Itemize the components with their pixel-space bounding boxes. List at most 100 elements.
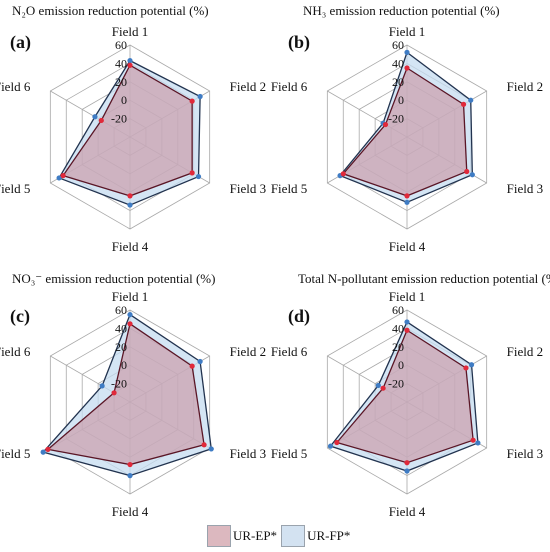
chart-title: N₂O emission reduction potential (%) bbox=[12, 3, 209, 18]
legend-item-ur-fp: UR-FP* bbox=[281, 525, 350, 547]
data-point-ur-ep bbox=[45, 446, 51, 452]
legend-swatch-ur-ep bbox=[207, 525, 231, 547]
legend-item-ur-ep: UR-EP* bbox=[207, 525, 277, 547]
data-point-ur-fp bbox=[127, 58, 133, 64]
tick-label: -20 bbox=[388, 377, 404, 391]
data-point-ur-ep bbox=[189, 98, 195, 104]
data-point-ur-ep bbox=[404, 460, 410, 466]
data-point-ur-fp bbox=[375, 382, 381, 389]
tick-label: -20 bbox=[111, 377, 127, 391]
category-label: Field 3 bbox=[230, 446, 266, 461]
data-point-ur-ep bbox=[98, 117, 104, 124]
category-label: Field 3 bbox=[507, 181, 543, 196]
category-label: Field 4 bbox=[389, 239, 426, 254]
data-point-ur-fp bbox=[404, 468, 410, 474]
tick-label: 20 bbox=[115, 75, 127, 89]
category-label: Field 5 bbox=[0, 446, 30, 461]
data-point-ur-ep bbox=[201, 442, 207, 448]
data-point-ur-ep bbox=[460, 101, 467, 107]
panel-label: (a) bbox=[10, 32, 31, 53]
category-label: Field 5 bbox=[0, 181, 30, 196]
data-point-ur-fp bbox=[404, 319, 410, 325]
category-label: Field 6 bbox=[0, 344, 31, 359]
category-label: Field 5 bbox=[271, 446, 307, 461]
category-label: Field 2 bbox=[507, 79, 543, 94]
data-point-ur-ep bbox=[127, 62, 133, 68]
data-point-ur-ep bbox=[470, 437, 476, 443]
category-label: Field 1 bbox=[389, 24, 425, 39]
panel-label: (d) bbox=[288, 306, 310, 327]
tick-label: 60 bbox=[392, 303, 404, 317]
tick-label: 40 bbox=[392, 56, 404, 70]
data-point-ur-fp bbox=[469, 172, 475, 178]
data-point-ur-ep bbox=[380, 385, 386, 391]
category-label: Field 6 bbox=[0, 79, 31, 94]
data-point-ur-fp bbox=[208, 446, 214, 452]
data-point-ur-ep bbox=[127, 321, 133, 327]
tick-label: 20 bbox=[392, 340, 404, 354]
data-point-ur-ep bbox=[404, 327, 410, 333]
chart-title: NO₃⁻ emission reduction potential (%) bbox=[12, 271, 215, 286]
category-label: Field 6 bbox=[271, 344, 308, 359]
category-label: Field 6 bbox=[271, 79, 308, 94]
category-label: Field 2 bbox=[230, 79, 266, 94]
data-point-ur-ep bbox=[189, 170, 195, 176]
category-label: Field 3 bbox=[230, 181, 266, 196]
data-point-ur-fp bbox=[468, 362, 475, 368]
data-point-ur-fp bbox=[404, 49, 410, 55]
category-label: Field 1 bbox=[112, 24, 148, 39]
chart-title: NH₃ emission reduction potential (%) bbox=[303, 3, 500, 18]
data-point-ur-ep bbox=[464, 168, 470, 175]
category-label: Field 2 bbox=[230, 344, 266, 359]
data-point-ur-ep bbox=[463, 365, 469, 371]
data-point-ur-ep bbox=[404, 65, 410, 71]
tick-label: 60 bbox=[115, 38, 127, 52]
data-point-ur-fp bbox=[404, 199, 410, 205]
data-point-ur-fp bbox=[56, 175, 62, 181]
panel-label: (c) bbox=[10, 306, 30, 327]
category-label: Field 4 bbox=[389, 504, 426, 519]
tick-label: 0 bbox=[398, 358, 404, 372]
data-point-ur-ep bbox=[340, 171, 346, 177]
legend-swatch-ur-fp bbox=[281, 525, 306, 547]
category-label: Field 1 bbox=[389, 289, 425, 304]
legend: UR-EP* UR-FP* bbox=[207, 524, 350, 548]
data-point-ur-fp bbox=[197, 93, 203, 100]
panel-label: (b) bbox=[288, 32, 310, 53]
legend-label-ur-ep: UR-EP* bbox=[233, 528, 278, 543]
data-point-ur-fp bbox=[327, 443, 334, 449]
data-point-ur-ep bbox=[60, 173, 66, 179]
data-point-ur-fp bbox=[127, 312, 133, 318]
tick-label: 60 bbox=[392, 38, 404, 52]
tick-label: 0 bbox=[398, 93, 404, 107]
data-point-ur-fp bbox=[195, 173, 202, 180]
data-point-ur-fp bbox=[475, 440, 481, 446]
category-label: Field 2 bbox=[507, 344, 543, 359]
data-point-ur-ep bbox=[382, 121, 389, 128]
data-point-ur-ep bbox=[189, 363, 195, 369]
data-point-ur-ep bbox=[334, 439, 340, 446]
data-point-ur-ep bbox=[127, 193, 133, 199]
data-point-ur-ep bbox=[127, 461, 133, 468]
tick-label: 40 bbox=[115, 321, 127, 335]
category-label: Field 5 bbox=[271, 181, 307, 196]
data-point-ur-fp bbox=[127, 473, 133, 479]
data-point-ur-fp bbox=[197, 358, 203, 365]
tick-label: 0 bbox=[121, 93, 127, 107]
category-label: Field 4 bbox=[112, 239, 149, 254]
category-label: Field 4 bbox=[112, 504, 149, 519]
data-point-ur-ep bbox=[404, 193, 410, 199]
data-point-ur-fp bbox=[468, 97, 474, 103]
tick-label: 40 bbox=[115, 56, 127, 70]
data-point-ur-fp bbox=[99, 383, 105, 389]
tick-label: 20 bbox=[115, 340, 127, 354]
chart-title: Total N-pollutant emission reduction pot… bbox=[298, 271, 550, 286]
data-point-ur-fp bbox=[127, 202, 133, 208]
category-label: Field 1 bbox=[112, 289, 148, 304]
tick-label: 20 bbox=[392, 75, 404, 89]
